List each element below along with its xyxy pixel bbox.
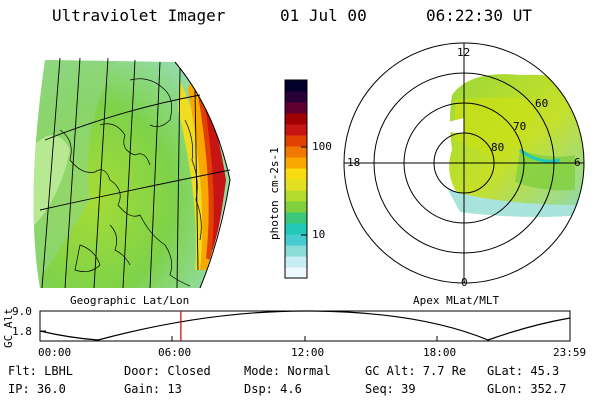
- colorbar-segment: [285, 234, 307, 246]
- colorbar-segment: [285, 113, 307, 125]
- filter-value: Flt: LBHL: [8, 364, 74, 378]
- glat-value: GLat: 45.3: [487, 364, 560, 378]
- geographic-image: [33, 57, 231, 289]
- gain-value: Gain: 13: [124, 382, 182, 396]
- colorbar-segment: [285, 267, 307, 279]
- colorbar-segment: [285, 245, 307, 257]
- colorbar-segment: [285, 190, 307, 202]
- gc-alt-value: GC Alt: 7.7 Re: [365, 364, 467, 378]
- colorbar: [284, 79, 308, 279]
- dsp-value: Dsp: 4.6: [244, 382, 302, 396]
- colorbar-segment: [285, 135, 307, 147]
- colorbar-segment: [285, 212, 307, 224]
- colorbar-segment: [285, 223, 307, 235]
- colorbar-segment: [285, 201, 307, 213]
- mlt-label-6: 6: [574, 156, 581, 169]
- colorbar-segment: [285, 102, 307, 114]
- ip-value: IP: 36.0: [8, 382, 66, 396]
- glon-value: GLon: 352.7: [487, 382, 567, 396]
- lat-label-60: 60: [535, 97, 549, 110]
- mode-value: Mode: Normal: [244, 364, 331, 378]
- lat-label-80: 80: [491, 141, 505, 154]
- mlt-label-18: 18: [347, 156, 361, 169]
- colorbar-segment: [285, 179, 307, 191]
- lat-label-70: 70: [513, 120, 527, 133]
- colorbar-segment: [285, 124, 307, 136]
- xtick-0000: 00:00: [38, 346, 72, 359]
- polar-caption: Apex MLat/MLT: [413, 294, 500, 307]
- xtick-1800: 18:00: [423, 346, 457, 359]
- mlt-label-0: 0: [461, 276, 468, 289]
- colorbar-segment: [285, 91, 307, 103]
- altitude-timeline: [39, 310, 571, 342]
- colorbar-segment: [285, 256, 307, 268]
- colorbar-segment: [285, 157, 307, 169]
- colorbar-segment: [285, 80, 307, 92]
- ytick-9: 9.0: [12, 305, 32, 318]
- seq-value: Seq: 39: [365, 382, 416, 396]
- xtick-1200: 12:00: [291, 346, 325, 359]
- ytick-1-8: 1.8: [12, 325, 32, 338]
- colorbar-segment: [285, 146, 307, 158]
- app-title: Ultraviolet Imager: [52, 6, 226, 25]
- xtick-0600: 06:00: [158, 346, 192, 359]
- colorbar-unit-label: photon cm-2s-1: [268, 147, 281, 240]
- colorbar-tick-10: 10: [312, 228, 326, 241]
- xtick-2359: 23:59: [553, 346, 587, 359]
- geo-caption: Geographic Lat/Lon: [70, 294, 190, 307]
- time-label: 06:22:30 UT: [426, 6, 532, 25]
- colorbar-segment: [285, 168, 307, 180]
- door-status: Door: Closed: [124, 364, 211, 378]
- date-label: 01 Jul 00: [280, 6, 367, 25]
- mlt-label-12: 12: [457, 46, 471, 59]
- polar-image: [343, 42, 585, 284]
- colorbar-tick-100: 100: [312, 140, 332, 153]
